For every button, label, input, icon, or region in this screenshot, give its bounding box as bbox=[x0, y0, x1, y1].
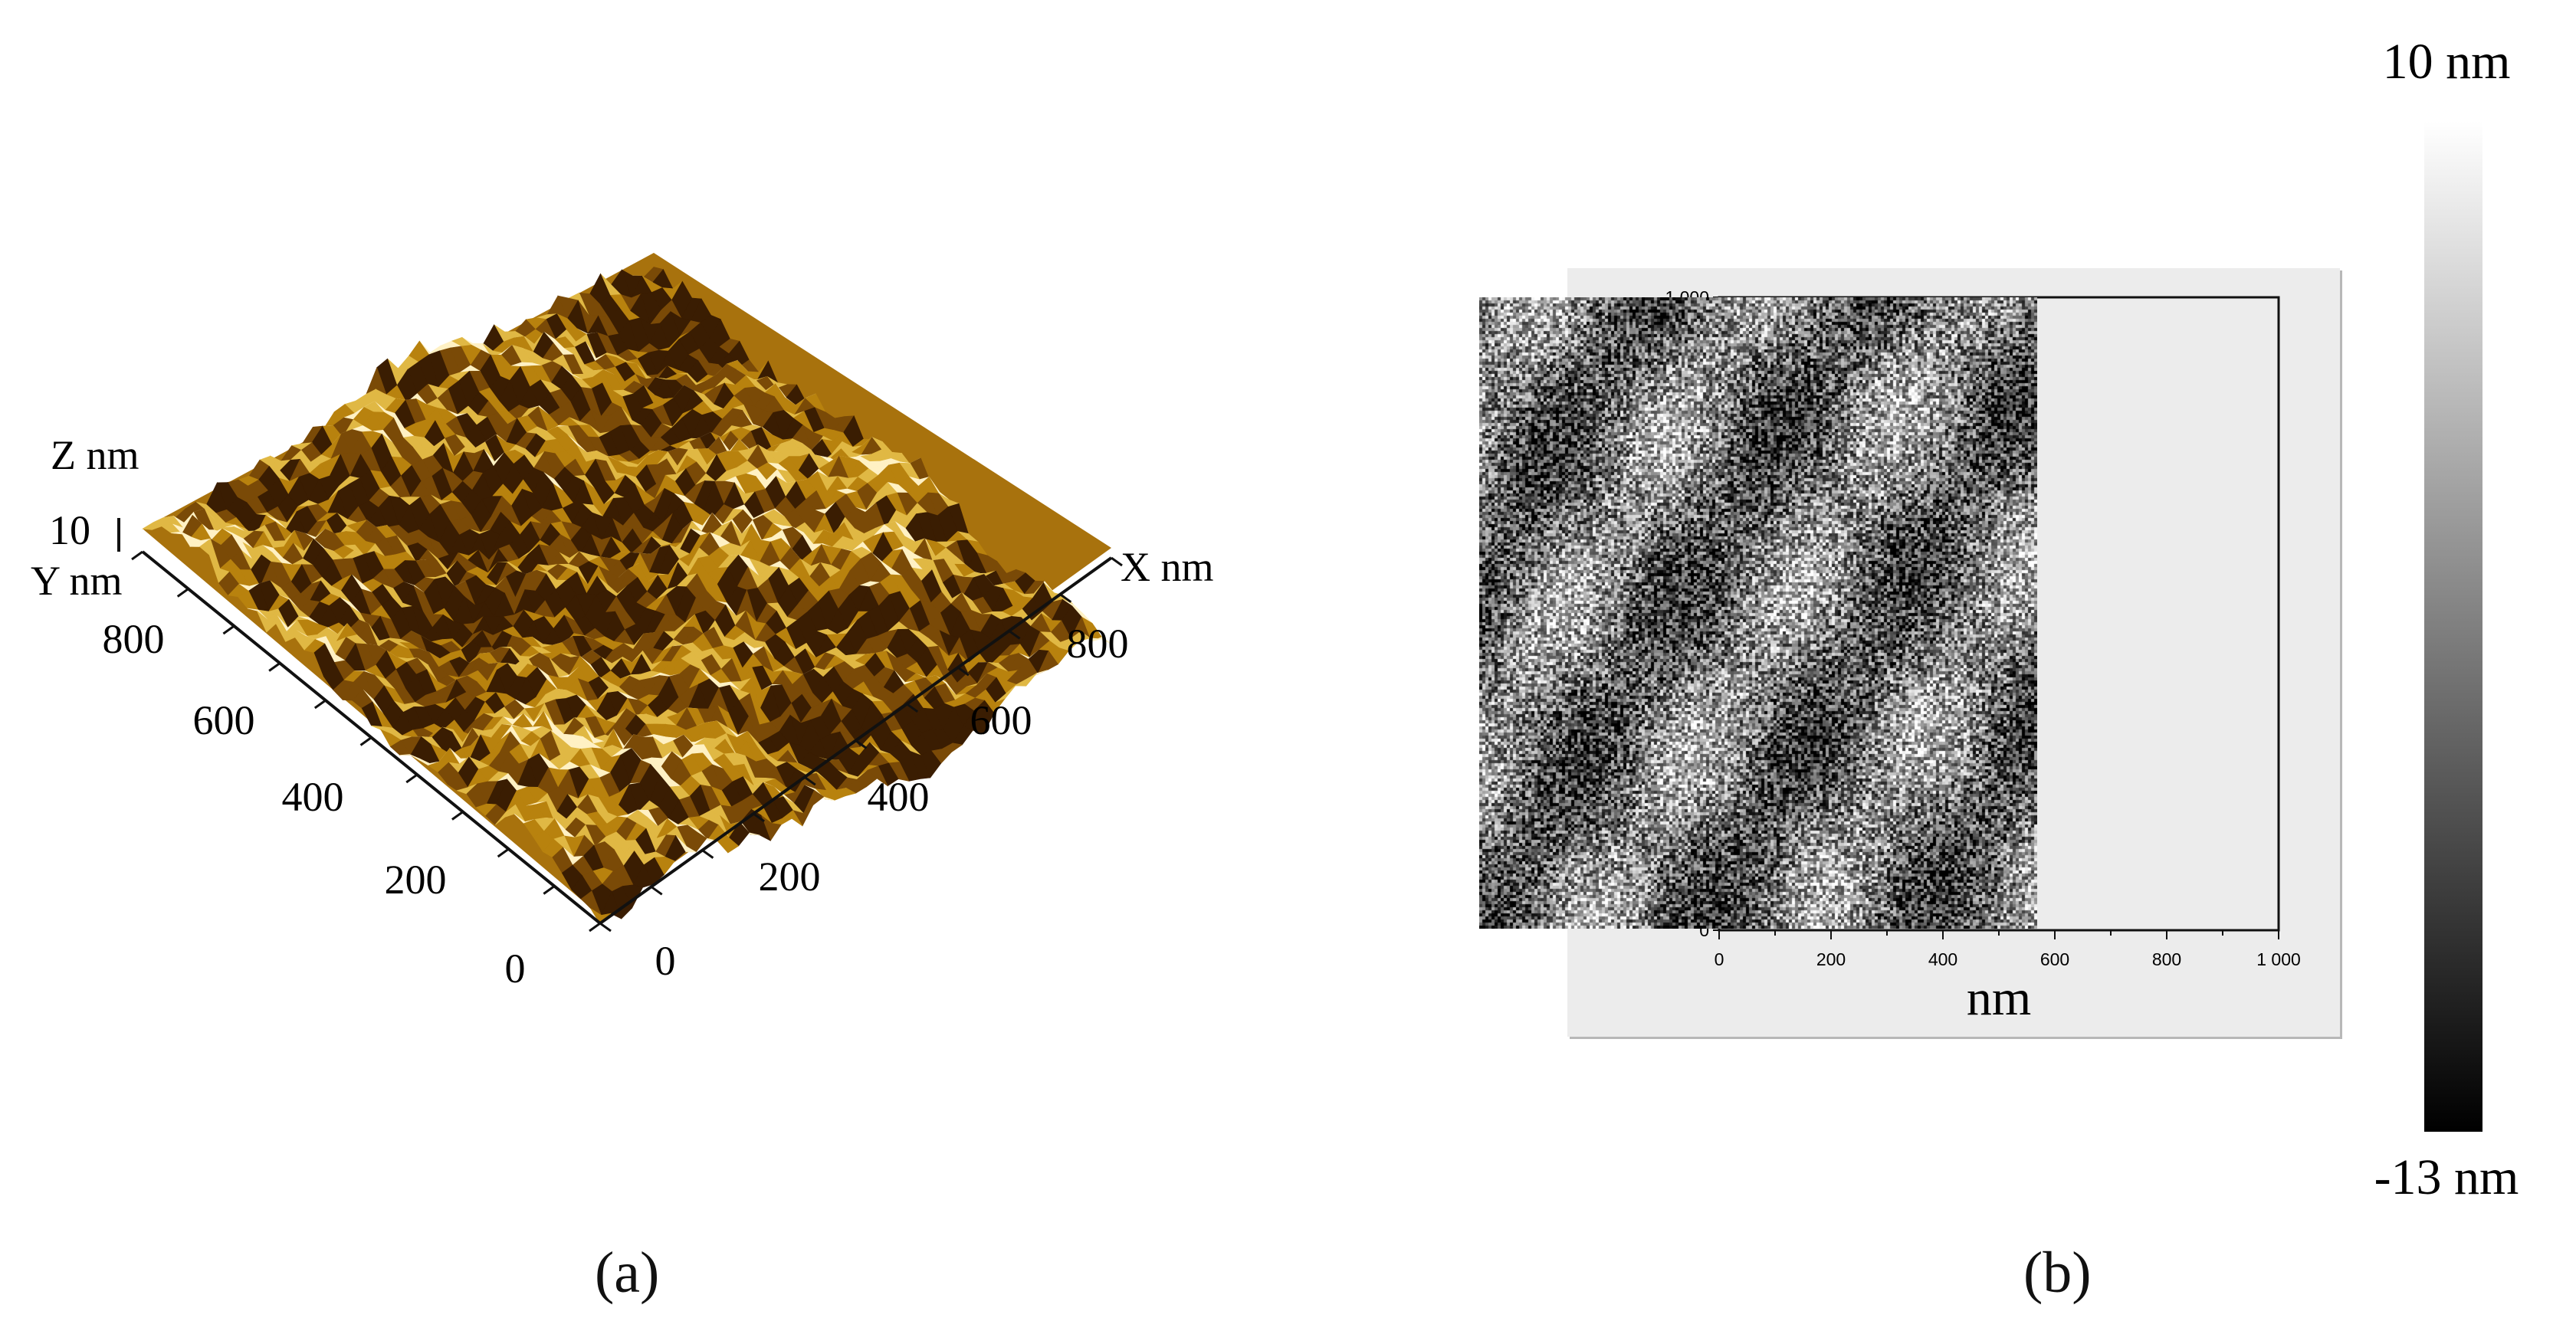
y-tick-marks bbox=[131, 550, 601, 933]
x-tick-label-0: 0 bbox=[655, 938, 676, 984]
x-axis-label: X nm bbox=[1121, 544, 1214, 590]
colorbar-min-label: -13 nm bbox=[2374, 1149, 2519, 1205]
hm-x-tick-600: 600 bbox=[2040, 949, 2069, 969]
panel-b-caption: (b) bbox=[2023, 1241, 2092, 1305]
panel-a-caption: (a) bbox=[595, 1241, 660, 1305]
heatmap-image bbox=[1479, 297, 2037, 929]
afm-3d-surface-plot: Z nm 10 Y nm X nm 0 200 400 600 800 0 20… bbox=[31, 253, 1214, 992]
surface-mesh bbox=[142, 253, 1112, 925]
z-axis-label: Z nm bbox=[51, 432, 139, 478]
panel-a: Z nm 10 Y nm X nm 0 200 400 600 800 0 20… bbox=[31, 253, 1214, 1305]
x-tick-label-200: 200 bbox=[759, 854, 821, 900]
hm-x-tick-800: 800 bbox=[2152, 949, 2181, 969]
x-tick-marks bbox=[599, 556, 1123, 933]
hm-x-tick-1000: 1 000 bbox=[2256, 949, 2301, 969]
heatmap-x-axis-label: nm bbox=[1967, 970, 2031, 1026]
y-tick-label-600: 600 bbox=[193, 697, 255, 743]
hm-x-tick-200: 200 bbox=[1816, 949, 1846, 969]
x-tick-label-800: 800 bbox=[1067, 621, 1129, 667]
z-tick-label: 10 bbox=[49, 507, 90, 553]
y-axis-label: Y nm bbox=[31, 558, 123, 604]
y-tick-label-400: 400 bbox=[282, 774, 344, 820]
colorbar bbox=[2424, 121, 2482, 1132]
y-tick-label-800: 800 bbox=[103, 616, 165, 662]
y-tick-label-200: 200 bbox=[385, 857, 447, 903]
hm-x-tick-0: 0 bbox=[1715, 949, 1724, 969]
x-tick-label-600: 600 bbox=[970, 697, 1032, 743]
colorbar-max-label: 10 nm bbox=[2383, 34, 2511, 90]
heatmap-x-ticks bbox=[1718, 930, 2279, 939]
hm-x-tick-400: 400 bbox=[1928, 949, 1957, 969]
y-tick-label-0: 0 bbox=[505, 946, 526, 992]
x-tick-label-400: 400 bbox=[868, 774, 930, 820]
